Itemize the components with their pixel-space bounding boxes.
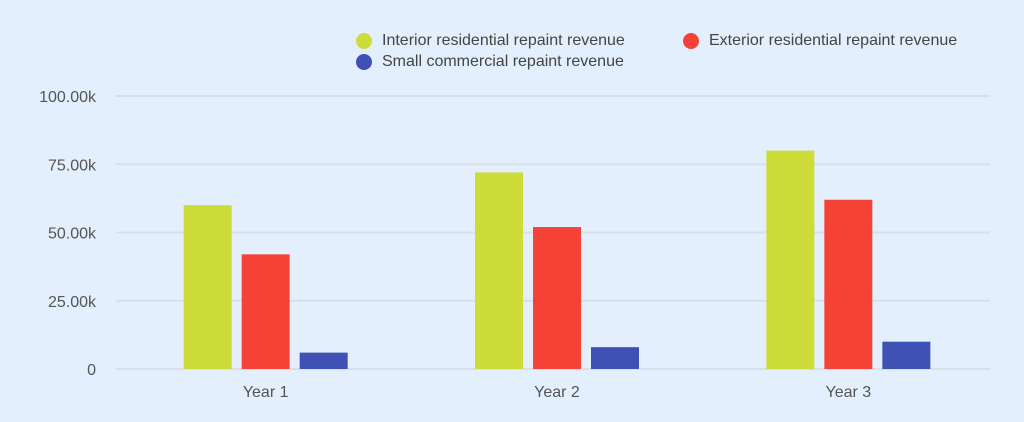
y-tick-label: 75.00k bbox=[48, 157, 97, 174]
bar-year-3-series-1 bbox=[824, 199, 873, 369]
legend-item-commercial[interactable]: Small commercial repaint revenue bbox=[356, 53, 624, 71]
legend-label-exterior: Exterior residential repaint revenue bbox=[709, 32, 958, 49]
legend-item-interior[interactable]: Interior residential repaint revenue bbox=[356, 32, 625, 50]
legend-swatch-commercial bbox=[356, 54, 372, 70]
legend-label-commercial: Small commercial repaint revenue bbox=[382, 53, 624, 70]
legend-item-exterior[interactable]: Exterior residential repaint revenue bbox=[683, 32, 957, 50]
bar-year-1-series-2 bbox=[299, 352, 348, 369]
bar-year-2-series-0 bbox=[475, 172, 523, 369]
bar-year-3-series-2 bbox=[882, 341, 931, 369]
y-tick-label: 50.00k bbox=[48, 226, 97, 243]
bar-year-2-series-1 bbox=[533, 227, 581, 369]
bar-year-1-series-0 bbox=[183, 205, 232, 369]
bar-year-3-series-0 bbox=[766, 150, 815, 369]
bar-year-2-series-2 bbox=[591, 347, 639, 369]
legend-label-interior: Interior residential repaint revenue bbox=[382, 32, 625, 49]
x-tick-label: Year 2 bbox=[534, 384, 580, 401]
x-tick-label: Year 1 bbox=[243, 384, 289, 401]
x-tick-label: Year 3 bbox=[825, 384, 871, 401]
y-tick-label: 25.00k bbox=[48, 294, 97, 311]
y-tick-label: 0 bbox=[87, 362, 96, 379]
legend-swatch-interior bbox=[356, 33, 372, 49]
bar-year-1-series-1 bbox=[241, 254, 290, 369]
legend-swatch-exterior bbox=[683, 33, 699, 49]
y-tick-label: 100.00k bbox=[39, 89, 97, 106]
